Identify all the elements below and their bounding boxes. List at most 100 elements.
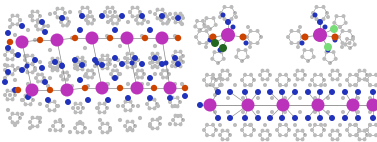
Circle shape (220, 83, 224, 87)
Circle shape (300, 35, 304, 39)
Circle shape (39, 19, 45, 25)
Circle shape (23, 54, 27, 58)
Circle shape (225, 137, 230, 141)
Circle shape (19, 23, 25, 29)
Circle shape (173, 104, 177, 108)
Circle shape (128, 10, 132, 14)
Circle shape (11, 22, 14, 26)
Circle shape (178, 50, 182, 54)
Circle shape (18, 116, 22, 120)
Circle shape (54, 40, 60, 46)
Circle shape (101, 62, 104, 66)
Circle shape (51, 34, 63, 46)
Circle shape (221, 28, 235, 42)
Circle shape (218, 83, 222, 87)
Circle shape (173, 82, 177, 86)
Circle shape (332, 21, 336, 25)
Circle shape (45, 104, 49, 108)
Circle shape (58, 61, 62, 65)
Circle shape (155, 8, 159, 12)
Circle shape (93, 64, 97, 68)
Circle shape (8, 25, 12, 29)
Circle shape (59, 74, 63, 78)
Circle shape (267, 89, 273, 95)
Circle shape (25, 94, 31, 100)
Circle shape (331, 34, 339, 40)
Circle shape (153, 64, 157, 68)
Circle shape (101, 58, 104, 62)
Circle shape (319, 73, 323, 77)
Circle shape (302, 48, 307, 52)
Circle shape (103, 110, 106, 114)
Circle shape (221, 69, 224, 73)
Circle shape (233, 83, 237, 87)
Circle shape (5, 30, 11, 36)
Circle shape (26, 70, 29, 74)
Circle shape (125, 95, 131, 101)
Circle shape (214, 128, 218, 132)
Circle shape (173, 50, 178, 54)
Circle shape (293, 73, 297, 77)
Circle shape (13, 53, 17, 57)
Circle shape (325, 50, 328, 54)
Circle shape (155, 102, 159, 106)
Circle shape (136, 14, 140, 19)
Circle shape (3, 68, 7, 72)
Circle shape (173, 20, 178, 24)
Circle shape (148, 61, 152, 65)
Circle shape (178, 114, 182, 118)
Circle shape (115, 14, 119, 19)
Circle shape (356, 96, 360, 100)
Circle shape (210, 34, 216, 40)
Circle shape (329, 89, 335, 95)
Circle shape (112, 27, 118, 33)
Circle shape (129, 100, 132, 104)
Circle shape (38, 60, 42, 64)
Circle shape (222, 5, 227, 9)
Circle shape (61, 23, 65, 27)
Circle shape (65, 16, 69, 21)
Circle shape (140, 82, 144, 86)
Circle shape (82, 85, 88, 91)
Circle shape (300, 55, 304, 59)
Circle shape (292, 115, 298, 121)
Circle shape (136, 21, 140, 25)
Circle shape (28, 14, 32, 18)
Circle shape (73, 63, 77, 67)
Circle shape (55, 7, 60, 11)
Circle shape (236, 48, 241, 52)
Circle shape (99, 13, 105, 19)
Circle shape (249, 73, 253, 77)
Circle shape (278, 83, 282, 87)
Circle shape (99, 62, 105, 68)
Circle shape (10, 50, 14, 54)
Circle shape (368, 133, 372, 137)
Circle shape (218, 123, 222, 127)
Circle shape (267, 115, 273, 121)
Circle shape (68, 130, 72, 134)
Circle shape (181, 118, 185, 122)
Circle shape (90, 21, 94, 25)
Circle shape (222, 57, 226, 61)
Circle shape (296, 137, 299, 141)
Circle shape (60, 83, 74, 97)
Circle shape (159, 13, 165, 19)
Circle shape (165, 75, 169, 80)
Circle shape (265, 129, 270, 133)
Circle shape (52, 108, 57, 112)
Circle shape (3, 53, 7, 57)
Circle shape (270, 96, 274, 100)
Circle shape (338, 123, 342, 127)
Circle shape (242, 99, 254, 111)
Circle shape (147, 75, 153, 81)
Circle shape (170, 96, 175, 100)
Circle shape (83, 60, 87, 64)
Circle shape (171, 118, 175, 122)
Circle shape (117, 85, 123, 91)
Circle shape (338, 25, 342, 29)
Circle shape (130, 65, 135, 69)
Circle shape (107, 35, 113, 41)
Circle shape (81, 59, 84, 63)
Circle shape (136, 58, 140, 62)
Circle shape (109, 18, 113, 22)
